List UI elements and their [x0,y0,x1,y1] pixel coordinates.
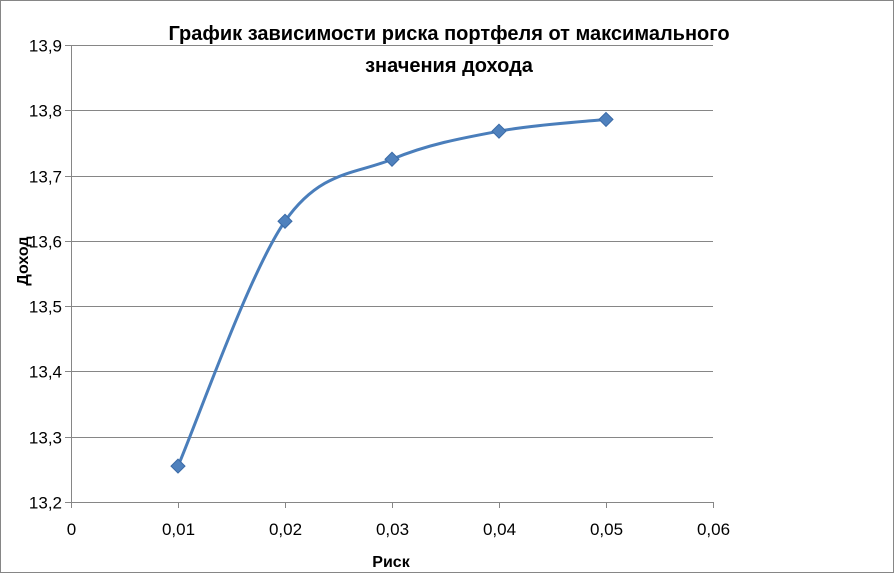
y-tick-label: 13,8 [29,102,62,121]
y-tick-label: 13,2 [29,494,62,513]
grid-layer [71,45,713,438]
x-tick-label: 0,05 [590,520,623,539]
series-layer [170,111,614,474]
axis-layer [65,45,714,508]
x-tick-label: 0,02 [269,520,302,539]
tick-layer: 13,2 13,3 13,4 13,5 13,6 13,7 13,8 13,9 0 0,01 0,0… [29,37,730,540]
x-tick-label: 0,06 [697,520,730,539]
x-axis-title: Риск [372,554,410,571]
y-tick-label: 13,6 [29,233,62,252]
chart-title-line-1: График зависимости риска портфеля от мак… [168,23,729,45]
chart-title-line-2: значения дохода [365,55,534,77]
y-tick-label: 13,4 [29,363,62,382]
data-point-marker [384,151,400,167]
y-tick-label: 13,3 [29,429,62,448]
x-tick-label: 0 [67,520,76,539]
x-tick-label: 0,03 [376,520,409,539]
x-tick-label: 0,04 [483,520,516,539]
y-axis-title: Доход [15,236,32,285]
x-tick-label: 0,01 [162,520,195,539]
y-tick-label: 13,7 [29,168,62,187]
y-tick-label: 13,9 [29,37,62,56]
series-line [176,117,608,468]
data-point-marker [277,213,293,229]
data-point-marker [170,458,186,474]
y-tick-label: 13,5 [29,298,62,317]
data-point-marker [598,111,614,128]
data-point-marker [491,123,507,139]
